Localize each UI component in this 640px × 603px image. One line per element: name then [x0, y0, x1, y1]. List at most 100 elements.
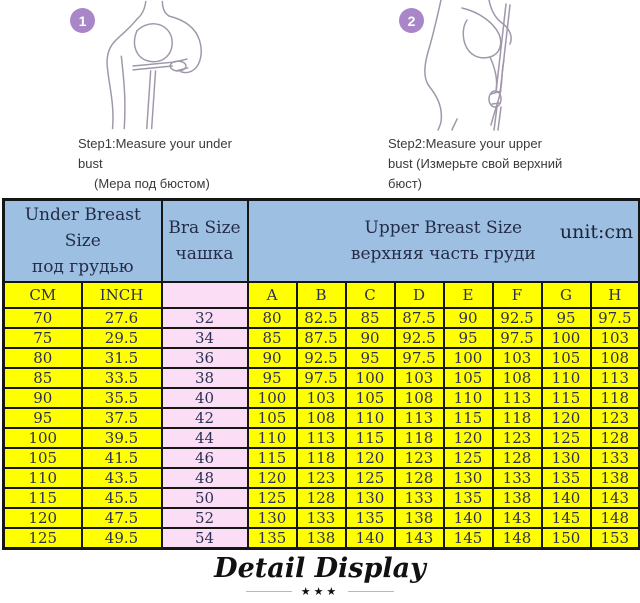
cup-e-cell: 145 [442, 527, 494, 550]
cup-b-cell: 123 [295, 467, 347, 489]
step1-caption-line2: bust [78, 156, 103, 171]
cup-f-cell: 123 [491, 427, 543, 449]
upper-breast-header: Upper Breast Size верхняя часть груди un… [246, 198, 640, 283]
cup-g-cell: 135 [540, 467, 592, 489]
measure-steps-section: 1 Step1:Measure your under bust (Мера по… [0, 0, 640, 198]
cup-b-cell: 113 [295, 427, 347, 449]
cup-f-cell: 108 [491, 367, 543, 389]
underbust-cm-cell: 75 [2, 327, 83, 349]
cup-a-cell: 120 [246, 467, 298, 489]
cup-c-cell: 130 [344, 487, 396, 509]
cup-b-cell: 133 [295, 507, 347, 529]
underbust-inch-cell: 33.5 [80, 367, 163, 389]
underbust-inch-cell: 45.5 [80, 487, 163, 509]
cup-g-cell: 145 [540, 507, 592, 529]
cup-d-cell: 128 [393, 467, 445, 489]
cup-d-cell: 97.5 [393, 347, 445, 369]
bra-size-cell: 38 [160, 367, 249, 389]
cup-h-cell: 113 [589, 367, 640, 389]
col-header-cup-g: G [540, 281, 592, 309]
cup-b-cell: 128 [295, 487, 347, 509]
cup-g-cell: 120 [540, 407, 592, 429]
bra-size-cell: 46 [160, 447, 249, 469]
underbust-cm-cell: 95 [2, 407, 83, 429]
cup-d-cell: 103 [393, 367, 445, 389]
cup-g-cell: 100 [540, 327, 592, 349]
cup-a-cell: 135 [246, 527, 298, 550]
cup-e-cell: 120 [442, 427, 494, 449]
cup-d-cell: 133 [393, 487, 445, 509]
cup-b-cell: 87.5 [295, 327, 347, 349]
bra-size-cell: 40 [160, 387, 249, 409]
underbust-cm-cell: 125 [2, 527, 83, 550]
cup-h-cell: 108 [589, 347, 640, 369]
cup-e-cell: 135 [442, 487, 494, 509]
col-header-cup-d: D [393, 281, 445, 309]
cup-f-cell: 92.5 [491, 307, 543, 329]
underbust-cm-cell: 100 [2, 427, 83, 449]
under-breast-header: Under Breast Size под грудью [2, 198, 163, 283]
cup-a-cell: 95 [246, 367, 298, 389]
cup-e-cell: 105 [442, 367, 494, 389]
under-breast-title: Under Breast Size [24, 205, 141, 251]
underbust-cm-cell: 85 [2, 367, 83, 389]
cup-g-cell: 115 [540, 387, 592, 409]
table-row: 85 33.5 38 95 97.5 100 103 105 108 110 113 [2, 367, 640, 389]
table-sub-header-row: CM INCH A B C D E F G H [2, 281, 640, 309]
underbust-cm-cell: 90 [2, 387, 83, 409]
table-row: 95 37.5 42 105 108 110 113 115 118 120 123 [2, 407, 640, 429]
table-row: 115 45.5 50 125 128 130 133 135 138 140 143 [2, 487, 640, 509]
cup-e-cell: 115 [442, 407, 494, 429]
cup-h-cell: 118 [589, 387, 640, 409]
cup-g-cell: 125 [540, 427, 592, 449]
cup-g-cell: 105 [540, 347, 592, 369]
star-divider: ★★★ [0, 585, 640, 598]
bra-size-cell: 52 [160, 507, 249, 529]
cup-f-cell: 148 [491, 527, 543, 550]
bra-size-cell: 48 [160, 467, 249, 489]
cup-e-cell: 125 [442, 447, 494, 469]
cup-c-cell: 85 [344, 307, 396, 329]
cup-h-cell: 123 [589, 407, 640, 429]
bra-size-title: Bra Size [168, 218, 241, 238]
bra-size-cell: 44 [160, 427, 249, 449]
table-row: 80 31.5 36 90 92.5 95 97.5 100 103 105 108 [2, 347, 640, 369]
cup-d-cell: 113 [393, 407, 445, 429]
bra-size-cell: 34 [160, 327, 249, 349]
col-header-inch: INCH [80, 281, 163, 309]
underbust-inch-cell: 29.5 [80, 327, 163, 349]
col-header-cup-a: A [246, 281, 298, 309]
col-header-cup-c: C [344, 281, 396, 309]
unit-label: unit:cm [559, 221, 634, 243]
underbust-cm-cell: 120 [2, 507, 83, 529]
cup-h-cell: 128 [589, 427, 640, 449]
upper-breast-subtitle: верхняя часть груди [350, 244, 536, 264]
step2-figure-upperbust-illustration [424, 0, 512, 131]
cup-c-cell: 140 [344, 527, 396, 550]
table-row: 105 41.5 46 115 118 120 123 125 128 130 133 [2, 447, 640, 469]
col-header-cup-b: B [295, 281, 347, 309]
col-header-cm: CM [2, 281, 83, 309]
table-row: 75 29.5 34 85 87.5 90 92.5 95 97.5 100 103 [2, 327, 640, 349]
cup-g-cell: 140 [540, 487, 592, 509]
cup-b-cell: 108 [295, 407, 347, 429]
cup-c-cell: 125 [344, 467, 396, 489]
cup-h-cell: 97.5 [589, 307, 640, 329]
cup-a-cell: 105 [246, 407, 298, 429]
col-header-cup-e: E [442, 281, 494, 309]
cup-g-cell: 95 [540, 307, 592, 329]
cup-b-cell: 138 [295, 527, 347, 550]
cup-c-cell: 120 [344, 447, 396, 469]
bra-size-subtitle: чашка [175, 244, 234, 264]
cup-c-cell: 110 [344, 407, 396, 429]
table-row: 90 35.5 40 100 103 105 108 110 113 115 118 [2, 387, 640, 409]
cup-b-cell: 92.5 [295, 347, 347, 369]
cup-c-cell: 115 [344, 427, 396, 449]
cup-g-cell: 150 [540, 527, 592, 550]
cup-a-cell: 110 [246, 427, 298, 449]
cup-d-cell: 108 [393, 387, 445, 409]
cup-f-cell: 97.5 [491, 327, 543, 349]
bra-size-cell: 32 [160, 307, 249, 329]
underbust-cm-cell: 70 [2, 307, 83, 329]
